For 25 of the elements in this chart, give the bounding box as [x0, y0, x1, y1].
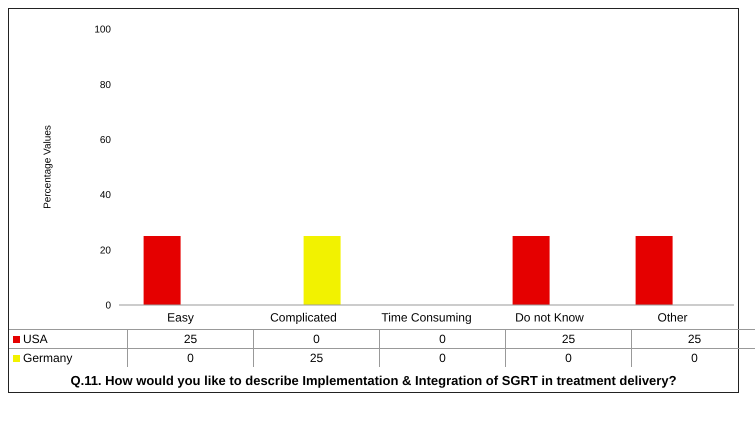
legend-label: Germany [22, 350, 74, 367]
data-label: 25 [506, 330, 632, 348]
data-label: 0 [632, 348, 755, 367]
y-tick-label: 20 [100, 245, 112, 256]
x-tick-label: Easy [167, 310, 194, 325]
data-label: 0 [380, 348, 506, 367]
legend-label: USA [22, 331, 49, 348]
x-tick-label: Do not Know [515, 310, 584, 325]
data-label: 0 [128, 348, 254, 367]
data-label: 25 [128, 330, 254, 348]
text: Q.11. How would you like to describe Implementation & Integration of SGRT in treatment delivery? [69, 373, 678, 388]
y-tick-label: 40 [100, 190, 112, 202]
x-tick-label: Other [657, 310, 688, 325]
x-tick-label: Complicated [270, 310, 337, 325]
y-tick-label: 0 [105, 300, 112, 312]
x-tick-label: Time Consuming [381, 310, 472, 325]
y-tick-label: 100 [94, 24, 112, 36]
data-label: 0 [254, 330, 380, 348]
data-label: 25 [632, 330, 755, 348]
y-tick-label: 80 [100, 80, 112, 91]
y-tick-label: 60 [100, 134, 112, 146]
y-axis-title: Percentage Values [42, 125, 54, 209]
data-label: 0 [506, 348, 632, 367]
data-label: 0 [380, 330, 506, 348]
data-label: 25 [254, 348, 380, 367]
